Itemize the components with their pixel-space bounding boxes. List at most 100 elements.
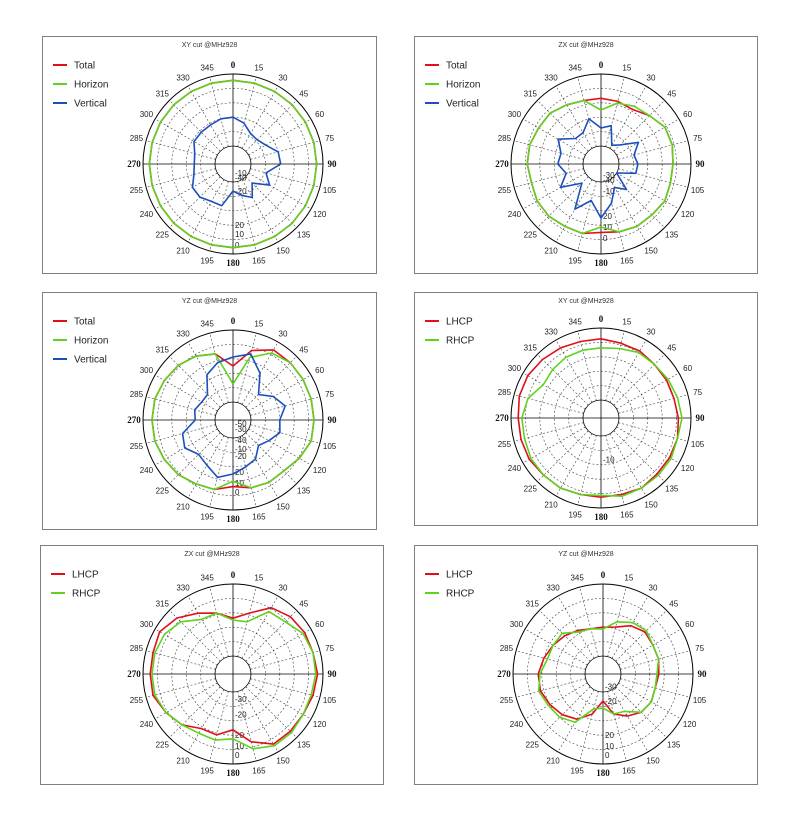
angle-label: 210 [546,757,560,766]
grid-spoke [169,356,221,408]
chart-panel-xy-cut-linear: XY cut @MHz928 0 15 30 45 60 75 90 105 120 135 150 1… [42,36,377,274]
angle-label: 315 [156,599,170,608]
grid-spoke [145,168,216,188]
angle-label: 30 [647,327,656,336]
angle-label: 225 [524,485,538,494]
grid-spoke [245,432,297,484]
grid-spoke [250,650,321,670]
radial-label: -30 [603,171,615,180]
angle-label: 330 [176,73,190,82]
angle-label: 330 [176,583,190,592]
radial-label: 20 [235,468,244,477]
angle-label: 120 [683,720,697,729]
angle-label: 90 [696,159,706,169]
angle-label: 45 [299,599,308,608]
angle-label: 120 [313,210,327,219]
angle-label: 300 [508,110,522,119]
angle-label: 135 [665,485,679,494]
angle-label: 0 [231,316,236,326]
grid-spoke [609,85,647,149]
angle-label: 150 [644,501,658,510]
grid-spoke [537,430,589,482]
angle-label: 105 [693,696,707,705]
angle-label: 315 [524,89,538,98]
polar-chart-svg: ZX cut @MHz928 0 15 30 45 60 75 90 105 120 135 150 1… [425,42,706,268]
grid-spoke [169,432,221,484]
angle-label: 345 [200,573,214,582]
radial-label: 0 [605,751,610,760]
angle-label: 285 [130,644,144,653]
grid-spoke [187,595,225,659]
angle-label: 15 [254,319,263,328]
angle-label: 30 [279,583,288,592]
angle-label: 90 [698,669,708,679]
angle-label: 180 [596,768,610,778]
legend-label: Total [74,317,95,328]
grid-spoke [555,179,593,243]
grid-spoke [248,374,312,412]
grid-spoke [241,179,279,243]
legend: Total Horizon Vertical [53,317,108,366]
radial-label: -30 [605,683,617,692]
angle-label: 345 [200,319,214,328]
angle-label: 225 [526,741,540,750]
angle-label: 60 [315,110,324,119]
grid-spoke [169,176,221,228]
angle-label: 0 [231,570,236,580]
grid-spoke [250,140,321,160]
series-line-vertical [557,118,640,219]
angle-label: 75 [325,134,334,143]
angle-label: 345 [568,63,582,72]
legend-label: Vertical [74,99,107,110]
angle-label: 210 [176,503,190,512]
legend-label: Horizon [446,80,480,91]
angle-label: 225 [156,231,170,240]
grid-spoke [248,428,312,466]
legend: LHCP RHCP [51,570,101,600]
angle-label: 270 [497,669,511,679]
grid-spoke [524,628,588,666]
angle-label: 135 [297,231,311,240]
grid-spoke [609,433,647,497]
grid-spoke [611,689,649,753]
chart-panel-yz-cut-circular: YZ cut @MHz928 0 15 30 45 60 75 90 105 120 135 150 1… [414,545,758,785]
angle-label: 165 [252,257,266,266]
chart-panel-zx-cut-linear: ZX cut @MHz928 0 15 30 45 60 75 90 105 120 135 150 1… [414,36,758,274]
angle-label: 210 [544,247,558,256]
grid-spoke [537,100,589,152]
polar-chart-svg: ZX cut @MHz928 0 15 30 45 60 75 90 105 120 135 150 1… [51,551,337,778]
angle-label: 315 [524,343,538,352]
grid-spoke [245,686,297,738]
angle-label: 240 [510,720,524,729]
radial-label: -10 [603,187,615,196]
grid-spoke [616,172,680,210]
legend: LHCP RHCP [425,570,475,600]
angle-label: 0 [601,570,606,580]
legend-label: Horizon [74,80,108,91]
angle-label: 345 [570,573,584,582]
polar-chart-svg: XY cut @MHz928 0 15 30 45 60 75 90 105 120 135 150 1… [53,42,337,268]
polar-grid [142,583,324,765]
chart-title: XY cut @MHz928 [182,42,238,49]
angle-label: 285 [498,388,512,397]
angle-label: 45 [667,343,676,352]
radial-label: -40 [235,436,247,445]
angle-label: 150 [276,503,290,512]
angle-label: 195 [570,767,584,776]
angle-label: 180 [226,258,240,268]
angle-label: 255 [130,696,144,705]
radial-label: 10 [605,742,614,751]
angle-label: 45 [299,89,308,98]
angle-label: 0 [231,60,236,70]
grid-spoke [245,100,297,152]
angle-label: 120 [681,464,695,473]
angle-label: 75 [693,134,702,143]
series-line-rhcp [521,347,683,497]
angle-label: 165 [252,513,266,522]
series-line-vertical [181,353,286,479]
grid-spoke [245,176,297,228]
angle-label: 15 [254,63,263,72]
radial-label: -10 [235,445,247,454]
grid-spoke [237,181,257,252]
grid-spoke [579,586,599,657]
